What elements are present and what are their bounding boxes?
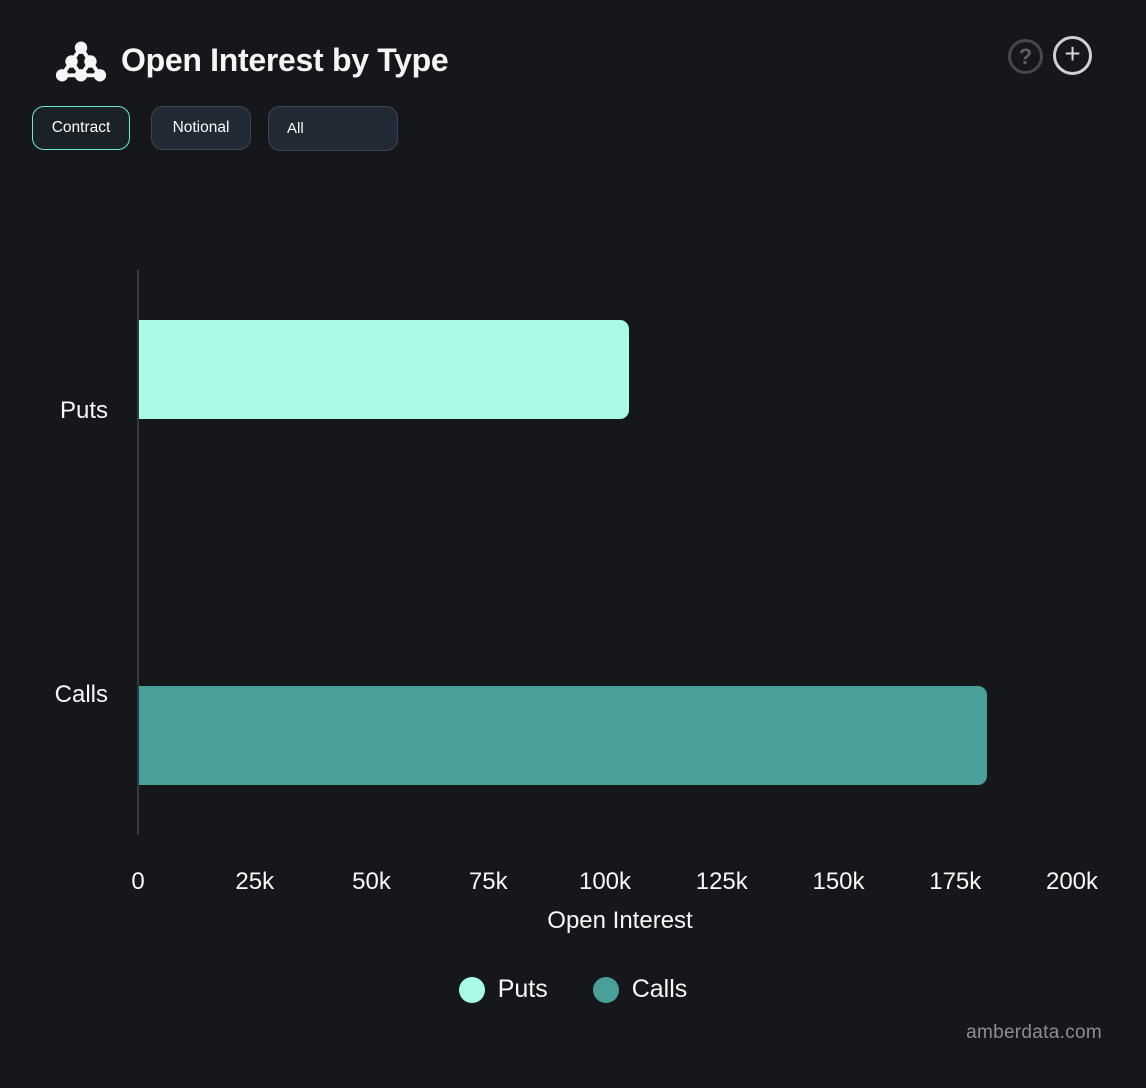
legend-dot-puts [458, 976, 485, 1003]
legend-label-puts: Puts [497, 975, 548, 1003]
x-tick-label: 150k [812, 868, 865, 895]
x-tick-label: 100k [578, 868, 632, 895]
notional-toggle-label: Notional [172, 119, 230, 136]
x-axis-title: Open Interest [547, 907, 693, 934]
legend-item-puts[interactable]: Puts [458, 975, 548, 1004]
watermark: amberdata.com [966, 1022, 1102, 1043]
x-tick-label: 50k [352, 868, 391, 895]
x-tick-label: 75k [468, 868, 508, 895]
x-tick-label: 200k [1045, 868, 1099, 895]
page-title: Open Interest by Type [121, 42, 449, 78]
amberdata-logo-icon [55, 41, 107, 82]
help-button[interactable]: ? [1008, 39, 1043, 74]
y-category-label-puts: Puts [59, 397, 108, 424]
legend-label-calls: Calls [631, 975, 688, 1003]
contract-toggle-button[interactable]: Contract [32, 106, 130, 150]
question-mark-icon: ? [1018, 43, 1033, 69]
legend-dot-calls [592, 976, 619, 1003]
x-tick-label: 175k [929, 868, 982, 895]
type-filter-value: All [287, 120, 304, 137]
chart-legend: Puts Calls [0, 975, 1146, 1004]
y-axis-line [137, 270, 139, 835]
x-tick-label: 0 [131, 868, 145, 895]
legend-item-calls[interactable]: Calls [592, 975, 688, 1004]
type-filter-dropdown[interactable]: All [268, 106, 398, 151]
notional-toggle-button[interactable]: Notional [151, 106, 251, 150]
x-tick-label: 25k [235, 868, 275, 895]
add-button[interactable]: + [1053, 36, 1092, 75]
x-tick-label: 125k [695, 868, 748, 895]
y-category-label-calls: Calls [54, 681, 108, 708]
bar-puts[interactable] [139, 320, 630, 419]
contract-toggle-label: Contract [51, 119, 111, 136]
bar-calls[interactable] [139, 686, 987, 785]
plus-icon: + [1064, 38, 1081, 69]
